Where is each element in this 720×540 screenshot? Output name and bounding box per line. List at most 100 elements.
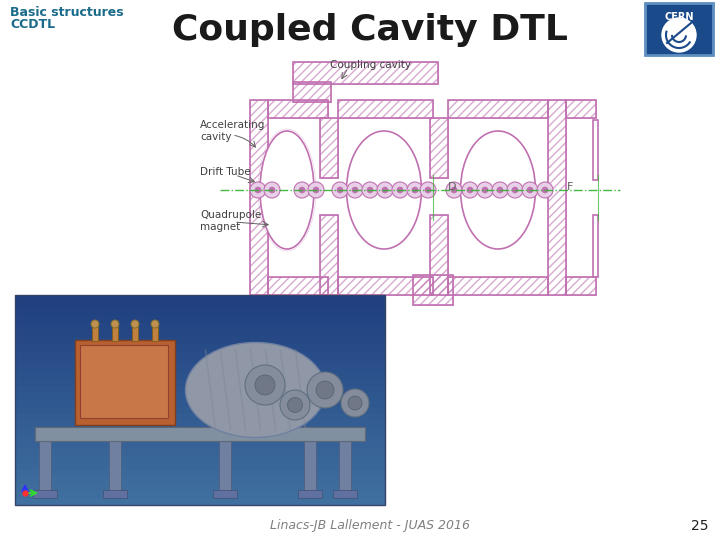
Bar <box>566 277 596 295</box>
Circle shape <box>392 182 408 198</box>
Bar <box>15 463 385 470</box>
Circle shape <box>348 396 362 410</box>
Bar <box>566 100 596 118</box>
Circle shape <box>131 320 139 328</box>
Circle shape <box>377 182 393 198</box>
Bar <box>15 295 385 505</box>
Bar <box>293 82 331 102</box>
Bar <box>75 340 175 425</box>
Bar <box>15 386 385 394</box>
Circle shape <box>255 187 261 193</box>
Circle shape <box>512 187 518 193</box>
Bar <box>293 62 438 84</box>
Bar <box>15 302 385 309</box>
Text: Basic structures: Basic structures <box>10 6 124 19</box>
Bar <box>15 351 385 359</box>
Circle shape <box>522 182 538 198</box>
Circle shape <box>352 187 358 193</box>
Circle shape <box>308 182 324 198</box>
Text: 25: 25 <box>691 519 708 533</box>
Circle shape <box>347 182 363 198</box>
Bar <box>413 275 453 305</box>
Bar <box>548 100 566 295</box>
Bar <box>339 441 351 496</box>
Circle shape <box>313 187 319 193</box>
Circle shape <box>255 375 275 395</box>
Bar <box>132 325 138 341</box>
Circle shape <box>412 187 418 193</box>
Bar <box>593 120 598 180</box>
Bar <box>448 100 548 118</box>
Bar <box>338 277 433 295</box>
Bar <box>320 118 338 178</box>
Bar <box>413 275 453 305</box>
Bar <box>448 100 548 118</box>
Bar <box>268 100 328 118</box>
Bar <box>15 309 385 316</box>
Bar <box>566 100 596 118</box>
Circle shape <box>507 182 523 198</box>
Text: CCDTL: CCDTL <box>10 17 55 30</box>
Bar <box>15 372 385 380</box>
Circle shape <box>280 390 310 420</box>
Bar <box>213 490 237 498</box>
Circle shape <box>332 182 348 198</box>
Bar <box>448 277 548 295</box>
Bar <box>338 277 433 295</box>
Bar <box>293 82 331 102</box>
Text: Quadrupole
magnet: Quadrupole magnet <box>200 210 261 232</box>
Circle shape <box>482 187 488 193</box>
Bar <box>15 428 385 435</box>
Bar <box>250 100 268 295</box>
Circle shape <box>397 187 403 193</box>
Bar <box>304 441 316 496</box>
Bar <box>448 277 548 295</box>
Bar <box>15 498 385 505</box>
Ellipse shape <box>346 131 421 249</box>
Circle shape <box>420 182 436 198</box>
Bar <box>430 215 448 295</box>
Circle shape <box>269 187 275 193</box>
Bar <box>39 441 51 496</box>
Bar <box>219 441 231 496</box>
Bar <box>338 100 433 118</box>
Bar <box>15 470 385 477</box>
Circle shape <box>492 182 508 198</box>
Bar <box>430 215 448 295</box>
Bar <box>320 118 338 178</box>
Bar <box>15 456 385 463</box>
Bar <box>268 100 328 118</box>
Text: Coupling cavity: Coupling cavity <box>330 60 411 70</box>
Circle shape <box>467 187 473 193</box>
Bar <box>112 325 118 341</box>
Bar <box>33 490 57 498</box>
Bar <box>250 100 268 295</box>
Text: D: D <box>448 182 456 192</box>
Circle shape <box>294 182 310 198</box>
Bar <box>15 477 385 484</box>
Text: Linacs-JB Lallement - JUAS 2016: Linacs-JB Lallement - JUAS 2016 <box>270 519 470 532</box>
Bar <box>15 316 385 323</box>
Text: Drift Tube: Drift Tube <box>200 167 251 177</box>
Bar <box>320 215 338 295</box>
Bar <box>15 295 385 302</box>
Circle shape <box>537 182 553 198</box>
Circle shape <box>462 182 478 198</box>
Ellipse shape <box>461 131 536 249</box>
Circle shape <box>151 320 159 328</box>
Circle shape <box>527 187 533 193</box>
Circle shape <box>367 187 373 193</box>
Bar <box>15 393 385 401</box>
Circle shape <box>111 320 119 328</box>
Circle shape <box>287 397 302 413</box>
Circle shape <box>451 187 457 193</box>
Circle shape <box>316 381 334 399</box>
Circle shape <box>250 182 266 198</box>
Bar <box>15 421 385 429</box>
Bar <box>430 118 448 178</box>
Ellipse shape <box>186 342 325 437</box>
Bar <box>268 277 328 295</box>
Bar <box>103 490 127 498</box>
Text: Accelerating
cavity: Accelerating cavity <box>200 120 266 141</box>
Bar <box>15 358 385 366</box>
